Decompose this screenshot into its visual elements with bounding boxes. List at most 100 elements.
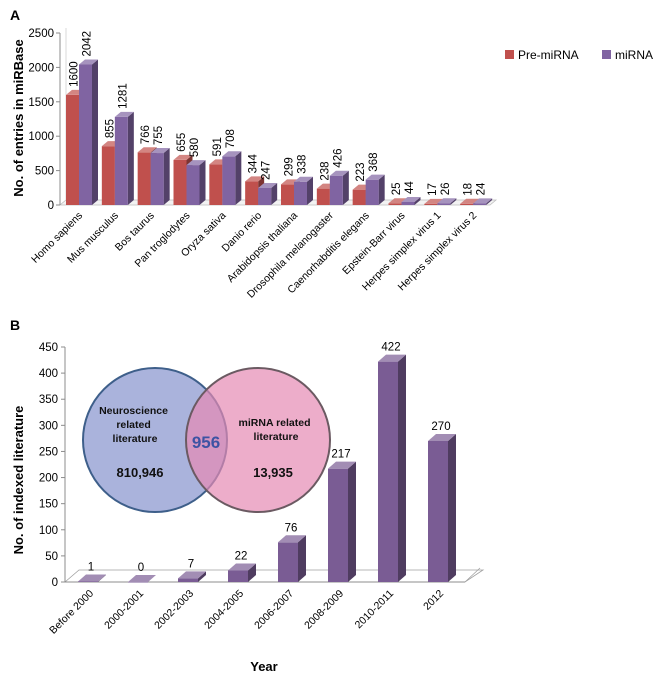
panel-b-category-label: 2004-2005 [202,588,246,632]
panel-a-bar-mirna-front [114,116,128,205]
panel-a-value-label: 755 [153,126,165,145]
panel-a-bar-mirna-top [150,148,170,154]
panel-a-value-label: 338 [297,155,309,174]
panel-a-bar-mirna [79,59,98,205]
panel-b-value-label: 217 [331,449,350,461]
panel-b-label: B [10,317,20,333]
panel-b-bar-side [348,461,356,582]
panel-a-bar-pre-mirna-front [173,159,187,205]
panel-a-bar-mirna-side [378,174,385,205]
panel-a-value-label: 655 [176,133,188,152]
panel-a-bar-mirna-top [365,174,385,180]
panel-a-legend-swatch [602,50,611,59]
panel-b-bar-front [378,361,398,582]
panel-b-bar-side [98,574,106,582]
panel-a-y-tick-label: 0 [48,200,54,212]
panel-b-floor-edge [464,567,481,583]
panel-b-category-label: Before 2000 [47,588,96,637]
panel-a-value-label: 26 [440,182,452,195]
panel-a-bar-mirna [150,148,170,205]
panel-a-value-label: 1281 [117,83,129,109]
panel-a-legend-label: Pre-miRNA [518,48,579,62]
panel-a-value-label: 426 [332,149,344,168]
panel-a-bar-mirna-top [186,160,206,166]
panel-a-bar-pre-mirna-front [209,164,223,205]
panel-b-y-tick-label: 400 [39,368,58,380]
panel-a-value-label: 344 [248,154,260,174]
panel-a-bar-pre-mirna-front [101,146,115,205]
panel-b-bar-top [378,354,406,362]
panel-b-category-label: 2000-2001 [102,588,146,632]
panel-b-value-label: 0 [138,562,144,574]
panel-a-bar-mirna-top [258,183,278,189]
panel-b-bar-top [428,434,456,441]
panel-a-bar-mirna-front [222,156,236,205]
panel-b-bar-side [398,354,406,582]
venn-left-count: 810,946 [117,465,164,480]
panel-a-bar-mirna-side [342,170,349,205]
panel-b-bar-side [448,434,456,582]
panel-b-y-tick-label: 300 [39,420,58,432]
panel-b-value-label: 270 [431,421,450,433]
venn-left-label-line-3: literature [113,433,158,445]
panel-a-y-tick-label: 1000 [28,131,54,143]
panel-a-bar-mirna [258,183,278,205]
panel-b-bar [78,574,106,582]
panel-a-bar-pre-mirna-top [137,147,157,153]
panel-b-category-label: 2012 [421,588,446,613]
panel-a-y-axis-title: No. of entries in miRBase [11,39,26,196]
venn-right-count: 13,935 [253,465,293,480]
panel-b-bar-top [278,535,306,543]
panel-b-bar-side [298,535,306,582]
panel-b-x-axis-title: Year [250,659,277,674]
venn-overlap-count: 956 [192,433,220,452]
panel-a-bar-pre-mirna-top [245,176,265,182]
panel-b-bar [278,535,306,582]
panel-b-bar-front [128,582,148,583]
panel-b-y-tick-label: 0 [52,577,58,589]
venn-right-label: miRNA related literature [239,417,314,443]
panel-a-bar-mirna [437,198,457,205]
panel-a-bar-pre-mirna-front [388,203,402,205]
panel-a-y-tick-label: 500 [35,166,54,178]
panel-a-bar-mirna-top [114,111,134,117]
panel-b-y-tick-label: 150 [39,499,58,511]
panel-a-bar-mirna-front [79,64,92,205]
panel-a-bar-mirna [473,198,493,205]
panel-b-bar [178,571,206,582]
panel-a-bar-mirna-top [79,59,98,65]
panel-b-bar-side [198,571,206,582]
panel-a-bar-mirna [294,176,313,205]
panel-b-bar [428,434,456,582]
panel-a-bar-pre-mirna-front [66,94,79,205]
panel-a-value-label: 17 [427,183,439,196]
panel-a-legend-swatch [505,50,514,59]
panel-a-value-label: 580 [189,138,201,157]
panel-b-value-label: 422 [381,342,400,354]
venn-right-label-line-2: literature [254,431,299,443]
panel-a-value-label: 368 [368,152,380,171]
panel-a-bar-mirna-top [294,176,313,182]
panel-a-bar-mirna-top [329,170,349,176]
panel-b-y-axis-title: No. of indexed literature [11,406,26,555]
panel-b-bar-top [178,571,206,579]
panel-a-y-tick-label: 1500 [28,97,54,109]
panel-b-bar [328,461,356,582]
panel-a-bar-mirna [186,160,206,205]
panel-a-bar-mirna-side [271,183,278,205]
panel-b-bar-top [78,574,106,582]
panel-a-bar-mirna-top [437,198,457,204]
panel-a-value-label: 18 [463,183,475,196]
panel-a-value-label: 591 [212,137,224,156]
panel-a-bar-mirna [365,174,385,205]
panel-a-bar-mirna-side [163,148,170,205]
panel-a-value-label: 855 [104,119,116,138]
panel-b-y-tick-label: 200 [39,473,58,485]
panel-a-value-label: 44 [404,181,416,194]
panel-a-bar-pre-mirna-front [316,188,330,205]
panel-a-bar-mirna-front [294,181,307,205]
panel-a-bar-mirna-front [473,203,487,205]
panel-b-bar-front [178,578,198,582]
panel-a-value-label: 299 [284,157,296,176]
panel-a-value-label: 708 [225,129,237,148]
